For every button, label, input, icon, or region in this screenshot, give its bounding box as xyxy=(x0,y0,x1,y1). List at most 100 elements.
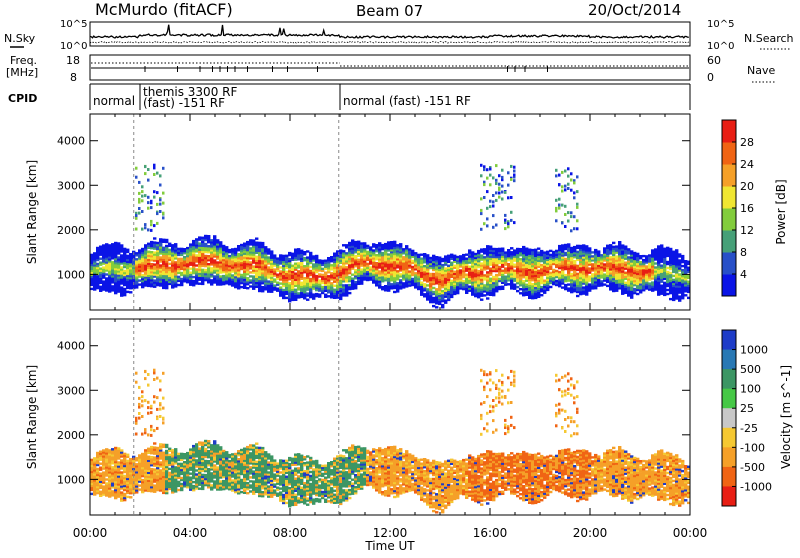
power-cell xyxy=(600,280,603,282)
power-cell xyxy=(300,282,303,284)
power-cell xyxy=(354,255,357,257)
power-cell xyxy=(477,274,480,276)
power-cell xyxy=(360,242,363,244)
power-cell xyxy=(99,268,102,270)
power-cell xyxy=(642,255,645,257)
power-cell xyxy=(207,263,210,265)
power-cell xyxy=(90,254,93,256)
power-cell xyxy=(495,282,498,284)
power-cell xyxy=(480,174,483,177)
power-cell xyxy=(366,263,369,265)
power-cell xyxy=(570,189,573,192)
power-cell xyxy=(645,265,648,267)
power-cell xyxy=(315,261,318,263)
power-cell xyxy=(294,249,297,251)
power-cell xyxy=(354,269,357,271)
power-cell xyxy=(255,256,258,258)
power-cell xyxy=(624,282,627,284)
power-cell xyxy=(606,245,609,247)
power-cell xyxy=(507,269,510,271)
power-cell xyxy=(633,282,636,284)
velocity-cell xyxy=(153,468,156,470)
power-cell xyxy=(570,179,573,182)
power-cell xyxy=(537,258,540,260)
power-cell xyxy=(159,198,162,201)
power-cell xyxy=(408,248,411,250)
power-cell xyxy=(654,248,657,250)
power-cell xyxy=(138,249,141,251)
power-cell xyxy=(543,280,546,282)
power-cell xyxy=(486,251,489,253)
power-cell xyxy=(525,248,528,250)
power-cell xyxy=(519,258,522,260)
power-cell xyxy=(240,286,243,288)
power-cell xyxy=(357,259,360,261)
velocity-cell xyxy=(96,452,99,454)
power-cell xyxy=(177,276,180,278)
power-cell xyxy=(126,251,129,253)
power-cell xyxy=(330,264,333,266)
power-cell xyxy=(276,282,279,284)
power-cell xyxy=(126,249,129,251)
power-cell xyxy=(282,289,285,291)
cpid-segment-normal: normal xyxy=(93,94,135,108)
power-cell xyxy=(123,270,126,272)
power-cell xyxy=(564,244,567,246)
power-cell xyxy=(378,254,381,256)
power-cell xyxy=(669,298,672,300)
power-cell xyxy=(492,276,495,278)
power-cell xyxy=(591,251,594,253)
power-cell xyxy=(474,253,477,255)
power-cell xyxy=(354,281,357,283)
velocity-cell xyxy=(141,395,144,398)
power-cell xyxy=(117,256,120,258)
power-cell xyxy=(171,254,174,256)
power-cell xyxy=(330,272,333,274)
power-cell xyxy=(486,177,489,180)
power-cell xyxy=(180,248,183,250)
power-cell xyxy=(273,268,276,270)
power-cell xyxy=(330,282,333,284)
power-cell xyxy=(549,250,552,252)
power-cell xyxy=(558,183,561,186)
power-cell xyxy=(591,263,594,265)
power-cell xyxy=(135,214,138,217)
power-cell xyxy=(432,273,435,275)
power-cell xyxy=(375,254,378,256)
power-cell xyxy=(264,246,267,248)
power-cell xyxy=(237,253,240,255)
power-cell xyxy=(627,290,630,292)
power-cell xyxy=(432,301,435,303)
power-cell xyxy=(168,249,171,251)
power-cell xyxy=(657,263,660,265)
power-cell xyxy=(423,277,426,279)
power-cell xyxy=(309,252,312,254)
power-cell xyxy=(438,259,441,261)
power-cell xyxy=(162,192,165,195)
velocity-cell xyxy=(111,472,114,474)
power-cell xyxy=(252,239,255,241)
power-cell xyxy=(108,270,111,272)
power-cell xyxy=(261,242,264,244)
power-cell xyxy=(366,277,369,279)
power-cell xyxy=(660,261,663,263)
power-cell xyxy=(99,262,102,264)
power-cell xyxy=(399,273,402,275)
power-cell xyxy=(150,247,153,249)
power-cell xyxy=(144,165,147,168)
power-cell xyxy=(255,242,258,244)
power-cell xyxy=(246,267,249,269)
power-cell xyxy=(453,275,456,277)
power-cell xyxy=(672,275,675,277)
velocity-cell xyxy=(111,466,114,468)
power-cell xyxy=(123,248,126,250)
power-cell xyxy=(138,181,141,184)
power-cell xyxy=(582,244,585,246)
power-cell xyxy=(195,264,198,266)
power-cell xyxy=(462,280,465,282)
nave-label: Nave xyxy=(747,64,775,77)
velocity-cell xyxy=(147,401,150,404)
power-cell xyxy=(219,241,222,243)
power-cell xyxy=(249,285,252,287)
